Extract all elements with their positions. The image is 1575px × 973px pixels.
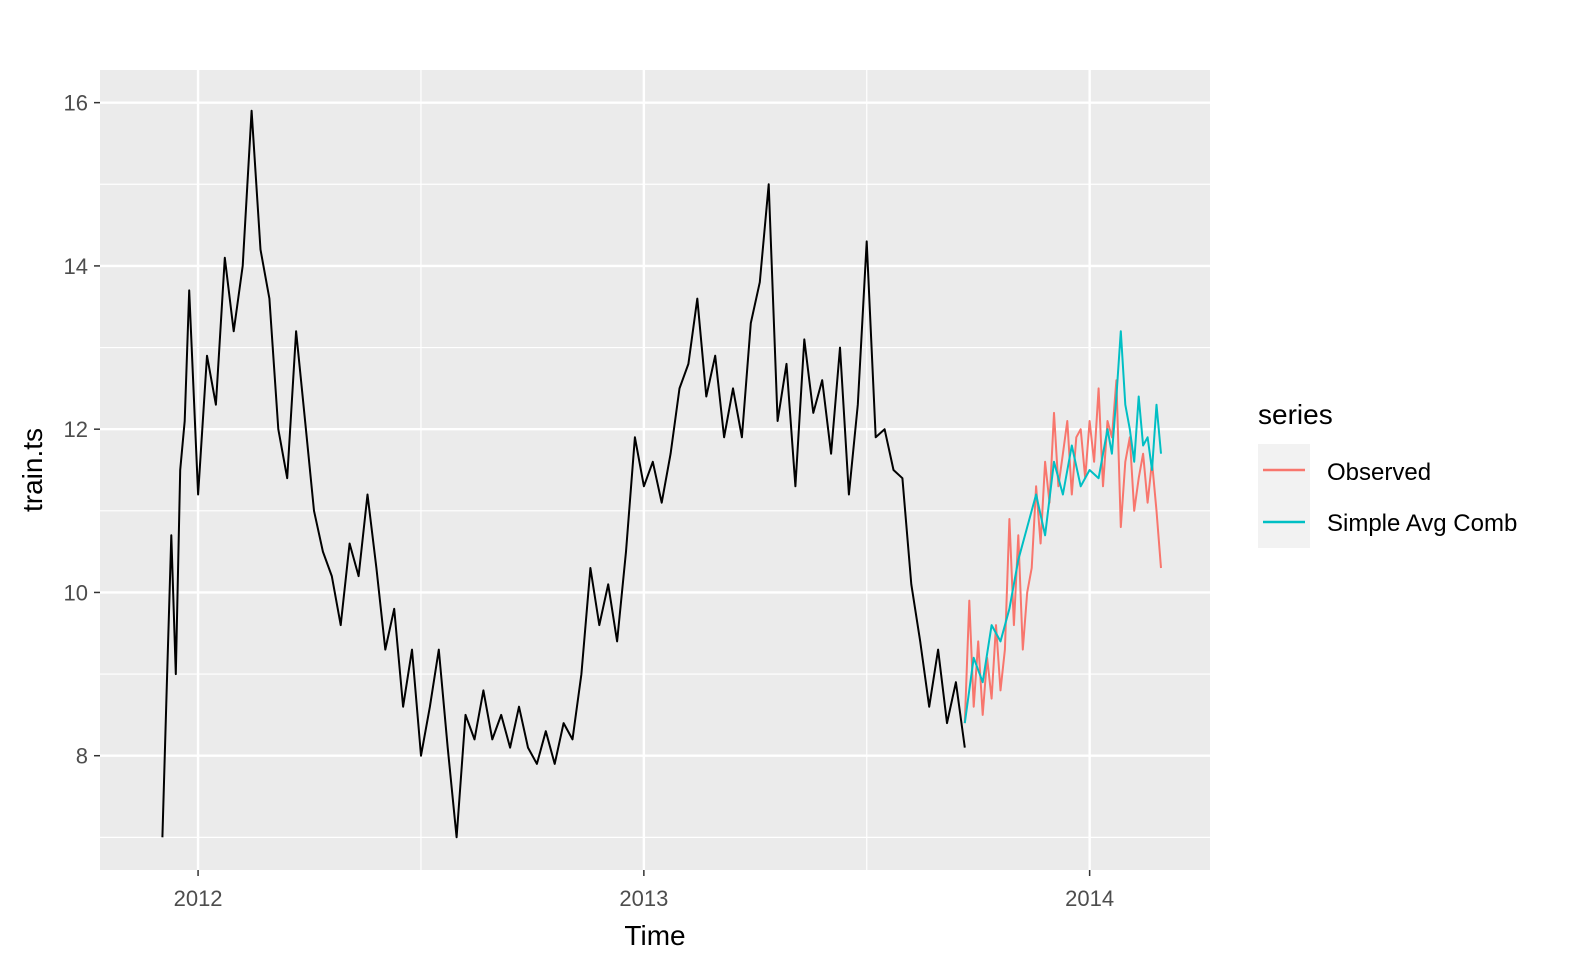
y-tick-label: 16	[64, 91, 88, 116]
y-tick-label: 8	[76, 744, 88, 769]
legend-label-simple-avg-comb: Simple Avg Comb	[1327, 510, 1517, 537]
legend-label-observed: Observed	[1327, 459, 1431, 486]
minor-grid	[100, 70, 1210, 870]
x-tick-label: 2014	[1065, 886, 1114, 911]
x-axis-title: Time	[624, 920, 685, 951]
y-tick-label: 10	[64, 580, 88, 605]
y-tick-label: 14	[64, 254, 88, 279]
series-line-simple_avg_comb	[963, 330, 1162, 724]
y-axis: 8 10 12 14 16	[64, 91, 100, 769]
y-axis-title: train.ts	[17, 428, 48, 512]
y-tick-label: 12	[64, 417, 88, 442]
x-tick-label: 2012	[174, 886, 223, 911]
series-line-observed	[963, 379, 1162, 724]
series-line-train	[161, 109, 966, 839]
series-lines	[161, 109, 1162, 839]
x-tick-label: 2013	[619, 886, 668, 911]
x-axis: 2012 2013 2014	[174, 870, 1114, 911]
legend-title: series	[1258, 399, 1333, 430]
legend: series Observed Simple Avg Comb	[1258, 399, 1517, 548]
